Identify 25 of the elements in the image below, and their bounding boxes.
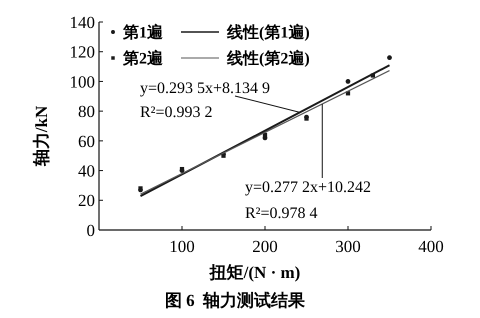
y-axis-title: 轴力/kN [32, 105, 51, 168]
x-tick-label: 200 [252, 237, 278, 256]
legend-label: 线性(第1遍) [226, 22, 310, 42]
annotation: R²=0.993 2 [140, 104, 212, 121]
y-tick-label: 0 [86, 220, 95, 240]
y-tick-label: 80 [78, 102, 95, 122]
point [387, 55, 392, 60]
legend-label: 第1遍 [122, 22, 163, 42]
annotation: y=0.293 5x+8.134 9 [140, 80, 270, 97]
legend-label: 第2遍 [122, 48, 163, 68]
x-tick-label: 300 [335, 237, 361, 256]
y-tick-label: 60 [78, 132, 95, 151]
x-tick-label: 100 [169, 237, 195, 256]
legend-label: 线性(第2遍) [226, 48, 310, 68]
y-tick-label: 100 [70, 72, 95, 92]
annotation: R²=0.978 4 [245, 205, 318, 222]
y-tick-label: 120 [70, 42, 95, 62]
point [346, 79, 350, 84]
y-tick-label: 20 [78, 191, 95, 210]
annotation: y=0.277 2x+10.242 [245, 179, 372, 196]
x-tick-label: 400 [418, 237, 444, 256]
text: 图 6 轴力测试结果 [164, 291, 306, 310]
y-tick-label: 140 [70, 12, 95, 32]
x-axis-title: 扭矩/(N · m) [208, 263, 300, 282]
y-tick-label: 40 [78, 162, 95, 181]
